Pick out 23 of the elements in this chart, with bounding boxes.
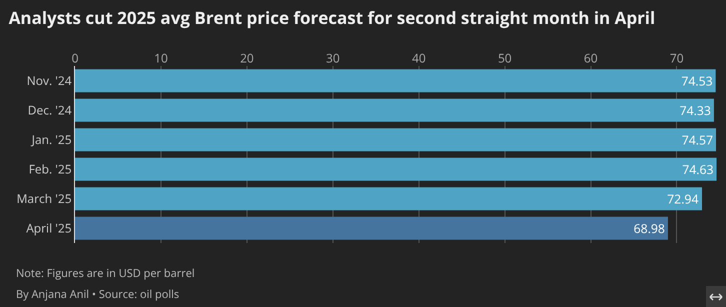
x-tick-label: 10 [154,50,168,67]
data-label: 74.33 [680,102,711,119]
chart-title: Analysts cut 2025 avg Brent price forecast for second straight month in April [8,6,656,30]
data-label: 74.53 [681,72,713,90]
data-label: 68.98 [634,220,665,237]
x-tick-label: 30 [326,50,340,67]
x-tick-label: 0 [72,50,79,67]
data-label: 74.57 [682,131,713,148]
data-label: 74.63 [682,160,714,178]
x-tick-label: 50 [498,50,512,67]
x-tick-label: 40 [412,50,426,67]
y-tick-label: March '25 [16,190,72,207]
x-tick-label: 20 [240,50,254,67]
y-tick-label: Nov. '24 [26,72,72,89]
y-tick-label: Dec. '24 [28,101,72,118]
x-tick-label: 70 [670,50,684,67]
y-tick-label: Feb. '25 [28,160,72,178]
y-tick-label: April '25 [26,219,72,236]
text: Note: Figures are in USD per barrel [16,266,195,281]
x-tick-label: 60 [584,50,598,67]
data-label: 72.94 [667,190,698,208]
text: By Anjana Anil • Source: oil polls [16,287,180,302]
y-tick-label: Jan. '25 [30,130,72,148]
